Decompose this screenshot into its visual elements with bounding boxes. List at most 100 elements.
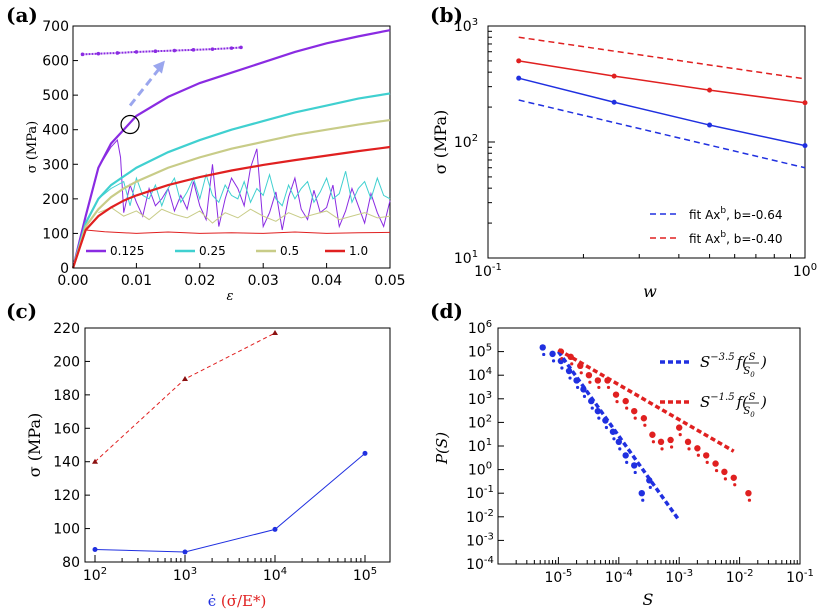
panel-a-xtick-label: 0.02 — [184, 273, 215, 289]
panel-d-point-small — [714, 468, 719, 473]
panel-d-xtick-label: 10-3 — [665, 568, 693, 586]
panel-c-line-0 — [94, 452, 366, 553]
panel-c-triangle-point — [272, 330, 278, 336]
panel-d-point — [684, 438, 692, 446]
panel-d-ytick-label: 102 — [468, 413, 492, 431]
panel-d-point-small — [542, 352, 546, 357]
panel-d-point — [539, 344, 546, 351]
panel-c-xtick-label: 103 — [173, 566, 197, 584]
panel-d-point — [703, 452, 710, 459]
panel-b-frame — [487, 25, 806, 259]
panel-label-a: (a) — [6, 3, 38, 27]
panel-b-line-1 — [518, 60, 806, 104]
panel-d-point-small — [582, 394, 587, 399]
panel-d-point-small — [643, 423, 647, 427]
panel-d-point-small — [625, 406, 629, 410]
panel-d-fit-line-2 — [556, 350, 681, 522]
panel-b: 10-1 100 101 102 103 w σ (MPa) fit Axb, b=-0… — [431, 17, 817, 301]
panel-d-ytick-label: 101 — [468, 437, 492, 455]
panel-d-point — [694, 445, 701, 452]
panel-b-xlabel: w — [643, 282, 657, 301]
panel-c-point — [92, 546, 98, 552]
panel-a-ytick-label: 400 — [42, 123, 69, 139]
panel-d-legend-frac-num: S — [749, 392, 756, 403]
panel-a-noisy-line-3 — [85, 229, 391, 234]
panel-d-point — [640, 415, 648, 422]
panel-d-legend-label: S−3.5 f( — [700, 352, 749, 371]
panel-c-ylabel: σ (MPa) — [25, 413, 44, 477]
panel-d-legend-frac-num: S — [749, 352, 756, 363]
panel-a-xtick-label: 0.04 — [311, 273, 342, 289]
panel-d-point-small — [696, 453, 700, 457]
panel-d-legend-close: ) — [760, 393, 767, 411]
panel-d-fit-line-3 — [557, 348, 735, 453]
panel-a-noisy-line-2 — [98, 206, 391, 224]
panel-b-point — [516, 58, 522, 64]
panel-c: 102 103 104 105 80 100 120 140 160 180 200 220 ϵ̇ (… — [25, 321, 391, 610]
panel-b-ylabel: σ (MPa) — [431, 110, 450, 174]
panel-d-point-small — [625, 460, 629, 464]
panel-d-point — [721, 468, 728, 476]
panel-d-point-small — [551, 359, 556, 363]
panel-b-point — [516, 75, 522, 81]
panel-d-point-small — [660, 447, 664, 451]
panel-a-line-0.5 — [71, 118, 391, 269]
panel-b-point — [802, 143, 808, 149]
panel-b-point — [802, 100, 808, 106]
panel-b-legend: fit Axb, b=-0.64 fit Axb, b=-0.40 — [650, 206, 782, 246]
panel-a-ytick-label: 500 — [42, 88, 69, 104]
panel-a-inset-line — [82, 46, 242, 56]
panel-d-legend-label: S−1.5 f( — [700, 392, 749, 411]
panel-d-ytick-label: 103 — [468, 390, 492, 408]
panel-d-point-small — [747, 498, 752, 502]
panel-b-xtick-label: 100 — [793, 262, 817, 280]
panel-a-xtick-label: 0.05 — [374, 273, 405, 289]
panel-d-point-small — [597, 416, 601, 420]
panel-d-xtick-label: 10-1 — [786, 568, 814, 586]
panel-d-ytick-label: 10-1 — [466, 484, 494, 502]
panel-a-legend-label: 1.0 — [349, 244, 368, 258]
panel-c-xlabel-stress: (σ̇/E*) — [216, 592, 266, 610]
panel-d-legend-frac-den: S0 — [743, 366, 755, 379]
panel-b-point — [611, 73, 617, 79]
panel-c-xlabel-strain: ϵ̇ — [208, 592, 216, 610]
panel-a-frame — [72, 25, 391, 269]
panel-c-ytick-label: 80 — [62, 555, 80, 571]
panel-d-point-small — [687, 447, 691, 451]
panel-d-ytick-label: 104 — [468, 366, 492, 384]
panel-d-point-small — [575, 385, 580, 390]
panel-d-point-small — [615, 400, 619, 404]
panel-a-line-1.0 — [71, 145, 391, 269]
panel-d-point — [594, 407, 602, 415]
panel-c-ytick-label: 160 — [53, 421, 80, 437]
panel-a-ytick-label: 100 — [42, 226, 69, 242]
panel-a-ytick-label: 200 — [42, 192, 69, 208]
panel-d-point — [594, 377, 602, 384]
panel-a-xtick-label: 0.00 — [57, 273, 88, 289]
panel-d-ytick-label: 10-4 — [466, 555, 494, 573]
panel-c-point — [362, 450, 368, 456]
panel-c-point — [182, 549, 188, 555]
panel-d-ylabel: P(S) — [433, 432, 451, 465]
panel-d-point-small — [651, 440, 656, 444]
panel-a-ytick-label: 600 — [42, 54, 69, 70]
panel-c-triangle-point — [182, 375, 188, 381]
panel-d-point-small — [568, 376, 572, 380]
panel-d-point-small — [579, 371, 583, 375]
panel-d-point — [612, 391, 620, 398]
panel-d-point — [649, 431, 656, 438]
panel-d-point-small — [723, 477, 727, 481]
panel-a-noisy-line-1 — [98, 171, 391, 208]
panel-d-point-small — [678, 433, 682, 437]
panel-b-line-3 — [518, 36, 806, 80]
panel-d-point — [585, 372, 593, 379]
panel-a-line-0.125 — [71, 29, 391, 269]
panel-d-legend-close: ) — [760, 353, 767, 371]
panel-a-arrow-shaft — [128, 65, 163, 107]
panel-d-point-small — [597, 385, 601, 390]
panel-b-point — [707, 87, 713, 93]
panel-d-point — [745, 490, 752, 497]
panel-d-point-small — [606, 385, 611, 390]
panel-c-ytick-label: 180 — [53, 388, 80, 404]
